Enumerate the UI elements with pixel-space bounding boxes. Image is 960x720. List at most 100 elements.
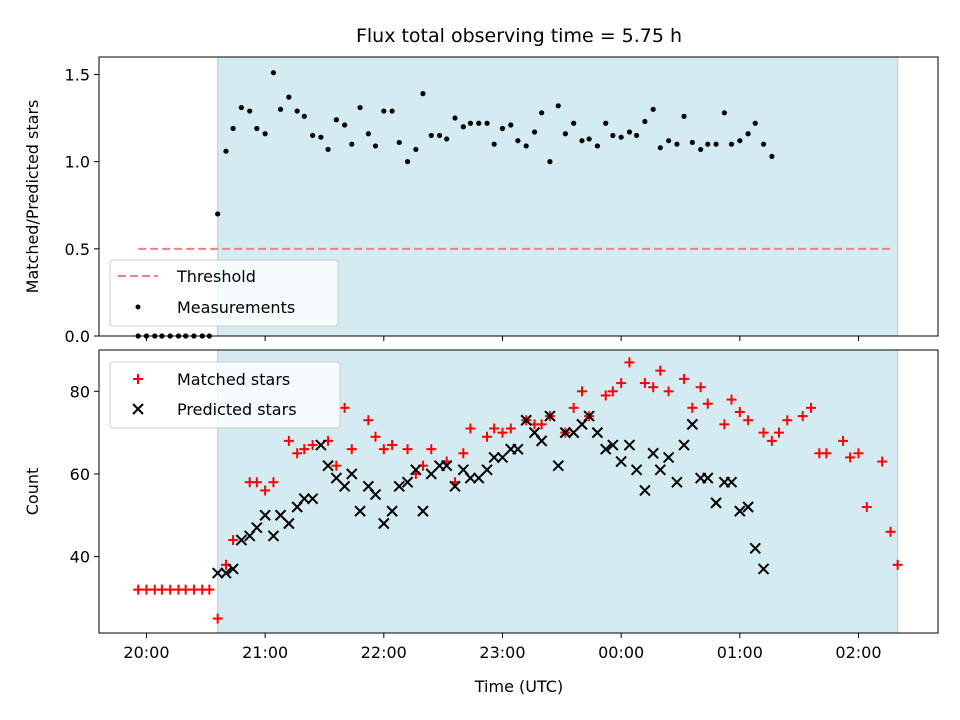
predicted-stars-point	[678, 439, 690, 451]
measurements-point	[562, 131, 568, 137]
legend-measurements-swatch	[135, 304, 141, 310]
measurements-point	[262, 131, 268, 137]
measurements-point	[681, 113, 687, 119]
measurements-point	[721, 110, 727, 116]
x-axis-label: Time (UTC)	[474, 677, 563, 696]
measurements-point	[444, 136, 450, 142]
measurements-point	[760, 141, 767, 147]
predicted-stars-point	[464, 472, 477, 484]
matched-stars-point	[346, 444, 357, 455]
measurements-point	[618, 134, 624, 140]
measurements-point	[594, 143, 601, 149]
chart-title: Flux total observing time = 5.75 h	[356, 25, 682, 47]
matched-stars-point	[695, 382, 706, 393]
y-tick-label: 80	[70, 382, 90, 401]
measurements-point	[247, 108, 253, 114]
matched-stars-point	[212, 613, 223, 624]
panel-count-frame	[98, 349, 939, 634]
measurements-point	[325, 146, 331, 153]
measurements-point	[713, 141, 719, 147]
measurements-point	[381, 108, 387, 114]
matched-stars-point	[402, 444, 413, 455]
predicted-stars-point	[298, 493, 311, 505]
predicted-stars-point	[630, 464, 643, 476]
measurements-point	[539, 110, 545, 116]
matched-stars-point	[639, 378, 650, 389]
measurements-point	[499, 125, 506, 132]
measurements-point	[752, 120, 758, 126]
panel-count: 40 60 80 20:00 21:00 22:00 23:00 00:00 01:00 02:…	[23, 349, 939, 696]
measurements-point	[603, 120, 609, 126]
measurements-point	[428, 132, 434, 139]
matched-stars-point	[648, 382, 659, 393]
matched-stars-point	[607, 386, 618, 397]
measurements-point	[318, 134, 324, 140]
predicted-stars-point	[615, 455, 627, 468]
matched-stars-point	[576, 386, 587, 397]
measurements-point	[571, 120, 577, 126]
predicted-stars-point	[512, 443, 524, 455]
matched-stars-point	[616, 378, 627, 389]
predicted-stars-point	[440, 459, 453, 472]
measurements-point	[310, 132, 316, 139]
predicted-stars-point	[220, 567, 232, 579]
predicted-stars-point	[211, 567, 224, 579]
measurements-point	[230, 125, 236, 132]
matched-stars-point	[307, 440, 318, 451]
predicted-stars-point	[600, 443, 612, 455]
predicted-stars-point	[544, 410, 556, 422]
predicted-stars-point	[259, 509, 271, 521]
matched-stars-point	[339, 402, 350, 413]
predicted-stars-point	[338, 480, 351, 493]
predicted-stars-point	[315, 439, 327, 451]
matched-stars-point	[204, 584, 215, 595]
matched-stars-point	[679, 373, 690, 384]
measurements-point	[333, 117, 339, 123]
measurements-point	[666, 138, 672, 144]
matched-stars-point	[292, 448, 303, 459]
matched-stars-point	[845, 452, 856, 463]
predicted-stars-point	[488, 451, 500, 464]
matched-stars-point	[387, 440, 398, 451]
matched-stars-point	[773, 427, 784, 438]
matched-stars-point	[299, 444, 310, 455]
measurements-point	[372, 143, 379, 149]
measurements-point	[413, 146, 419, 153]
legend-matched-label: Matched stars	[177, 370, 290, 389]
measurements-point	[586, 136, 592, 142]
predicted-stars-point	[734, 505, 746, 517]
x-tick-label: 00:00	[598, 643, 644, 662]
matched-stars-point	[331, 460, 342, 471]
matched-stars-point	[482, 431, 493, 442]
matched-stars-point	[797, 411, 808, 422]
matched-stars-point	[687, 402, 698, 413]
measurements-point	[389, 108, 395, 114]
measurements-point	[728, 141, 735, 147]
matched-stars-point	[268, 477, 279, 488]
measurements-point	[689, 139, 695, 146]
measurements-point	[650, 106, 656, 112]
y-tick-label: 0.5	[65, 240, 90, 259]
legend-predicted-label: Predicted stars	[177, 400, 297, 419]
matched-stars-point	[719, 419, 730, 430]
predicted-stars-point	[322, 459, 334, 472]
measurements-point	[737, 138, 743, 144]
measurements-point	[420, 91, 426, 97]
predicted-stars-point	[671, 476, 683, 488]
predicted-stars-point	[520, 414, 532, 426]
predicted-stars-point	[235, 534, 248, 546]
measurements-point	[642, 118, 648, 125]
predicted-stars-point	[662, 451, 675, 464]
y-tick-label: 40	[70, 548, 90, 567]
matched-stars-point	[624, 357, 635, 368]
x-tick-label: 02:00	[835, 643, 881, 662]
measurements-point	[365, 131, 371, 137]
predicted-stars-point	[267, 530, 280, 542]
measurements-point	[460, 124, 466, 130]
predicted-stars-point	[283, 517, 295, 530]
matched-stars-point	[426, 444, 437, 455]
legend-predicted-swatch	[132, 403, 144, 415]
matched-stars-point	[497, 427, 508, 438]
predicted-stars-point	[449, 480, 461, 493]
